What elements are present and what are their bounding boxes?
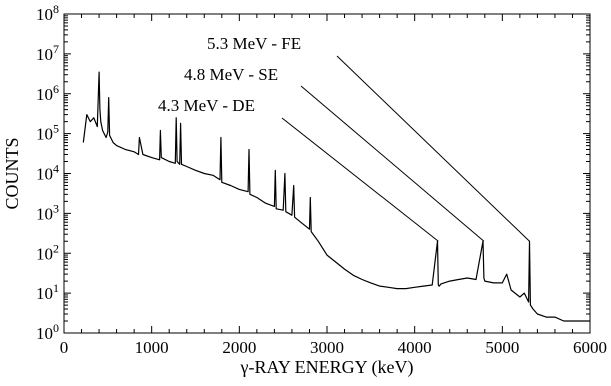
x-tick-label: 3000: [310, 338, 344, 357]
peak-annotation-label: 4.8 MeV - SE: [184, 65, 278, 84]
x-tick-label: 1000: [135, 338, 169, 357]
spectrum-layer: [82, 71, 590, 322]
x-tick-label: 5000: [485, 338, 519, 357]
y-tick-label: 104: [36, 162, 59, 184]
tick-layer: 0 1000 2000 3000 4000 5000 6000 100 101 102 103 104…: [36, 2, 607, 357]
x-tick-label: 0: [60, 338, 69, 357]
y-tick-label: 107: [36, 42, 59, 64]
peak-annotation-label: 5.3 MeV - FE: [207, 34, 301, 53]
plot-area: [63, 13, 591, 334]
y-tick-label: 108: [36, 2, 59, 24]
annotation-layer: 5.3 MeV - FE 4.8 MeV - SE 4.3 MeV - DE: [158, 34, 530, 242]
x-axis-title: γ-RAY ENERGY (keV): [240, 357, 414, 378]
y-tick-label: 106: [36, 82, 59, 104]
x-tick-label: 4000: [398, 338, 432, 357]
y-axis-title: COUNTS: [2, 137, 22, 209]
y-tick-label: 105: [36, 122, 59, 144]
y-tick-label: 102: [36, 241, 59, 263]
peak-annotation-label: 4.3 MeV - DE: [158, 96, 255, 115]
x-tick-label: 6000: [573, 338, 607, 357]
peak-annotation-leader: [281, 117, 439, 242]
x-tick-label: 2000: [222, 338, 256, 357]
spectrum-series-line: [82, 71, 590, 322]
y-tick-label: 101: [36, 281, 59, 303]
peak-annotation-leader: [336, 55, 530, 242]
y-tick-label: 103: [36, 201, 59, 223]
y-tick-label: 100: [36, 321, 59, 343]
peak-annotation-leader: [300, 85, 485, 242]
plot-frame: [63, 13, 591, 334]
